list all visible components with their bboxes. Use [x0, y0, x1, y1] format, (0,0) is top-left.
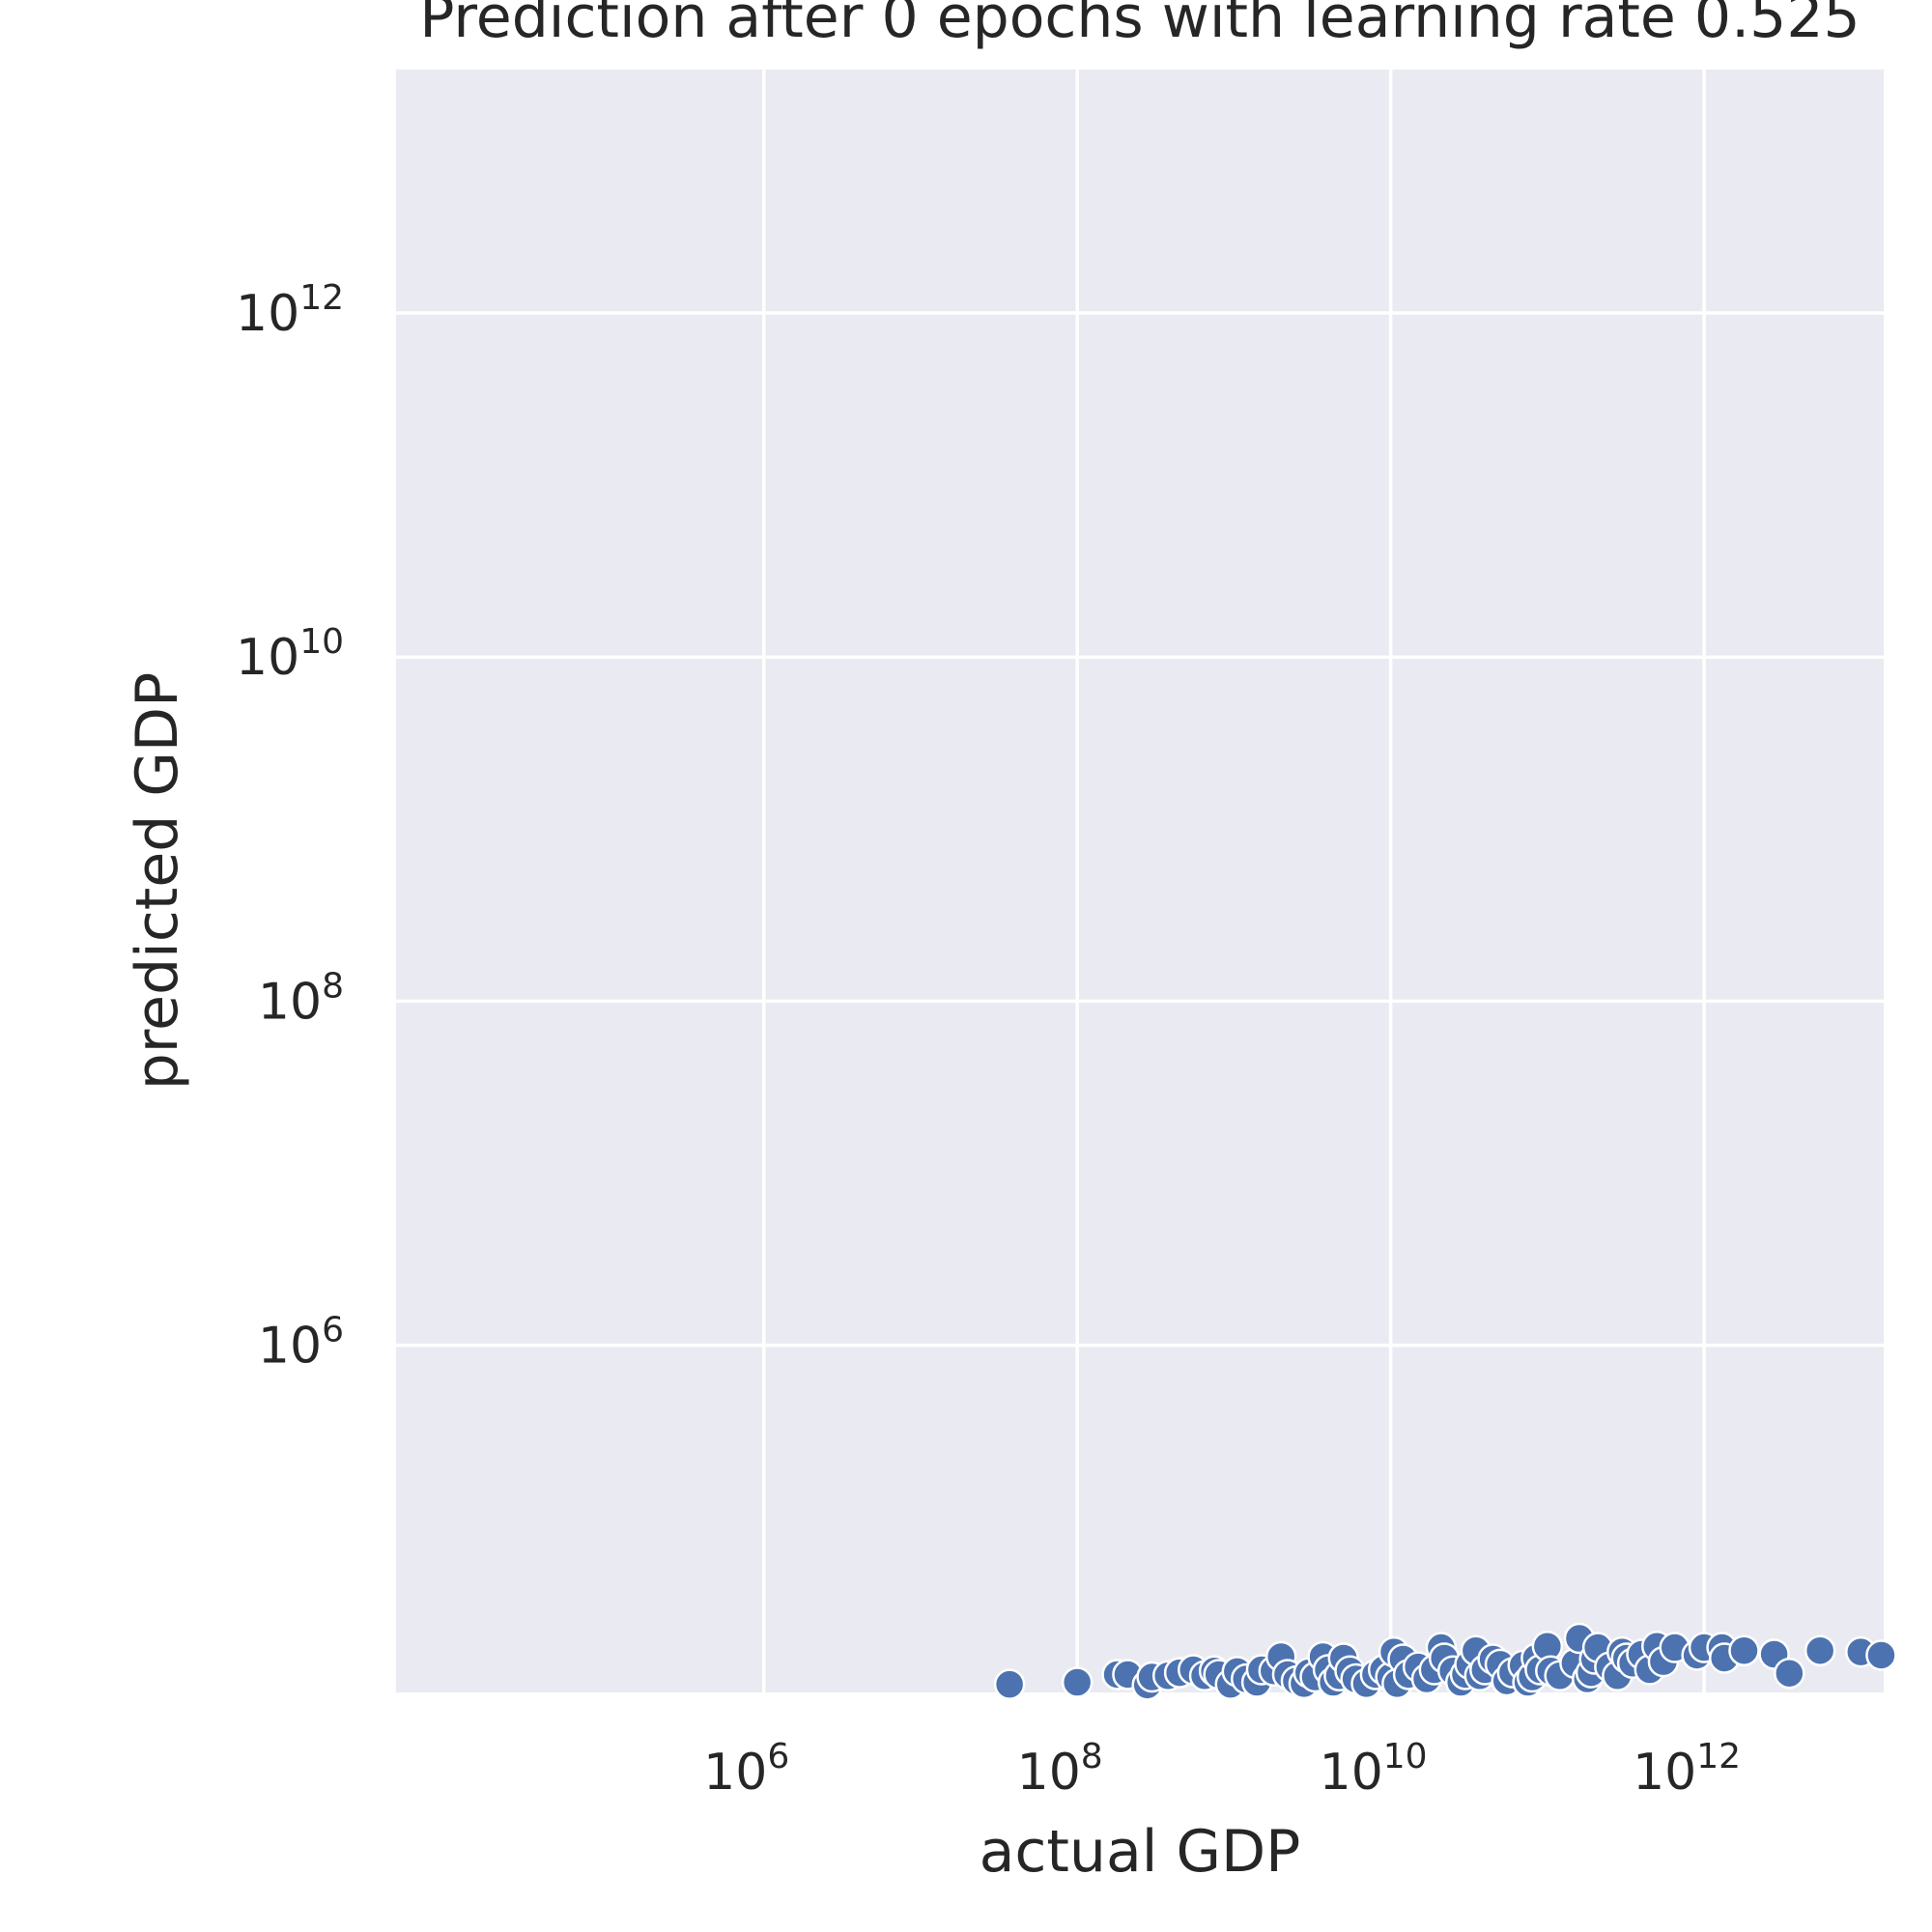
tick-labels: 106 108 1010 1012 106 108 1010 1012 [236, 278, 1741, 1802]
data-point [1804, 1634, 1836, 1666]
data-point [993, 1668, 1026, 1700]
plot-area [396, 70, 1884, 1692]
gridlines [396, 70, 1884, 1692]
x-tick-label: 106 [703, 1737, 789, 1802]
x-axis-label: actual GDP [980, 1818, 1301, 1886]
y-tick-label: 106 [258, 1311, 344, 1376]
data-point [1774, 1657, 1805, 1690]
x-tick-label: 1010 [1320, 1737, 1428, 1802]
chart-title: Prediction after 0 epochs with learning … [419, 0, 1860, 51]
y-axis-label: predicted GDP [124, 672, 191, 1091]
data-point [1728, 1634, 1760, 1666]
x-tick-label: 108 [1017, 1737, 1103, 1802]
y-tick-label: 108 [258, 966, 344, 1031]
data-point [1061, 1666, 1094, 1698]
x-tick-label: 1012 [1633, 1737, 1741, 1802]
data-points [993, 1622, 1897, 1701]
y-tick-label: 1010 [236, 622, 344, 687]
y-tick-label: 1012 [236, 278, 344, 343]
data-point [1865, 1639, 1897, 1671]
